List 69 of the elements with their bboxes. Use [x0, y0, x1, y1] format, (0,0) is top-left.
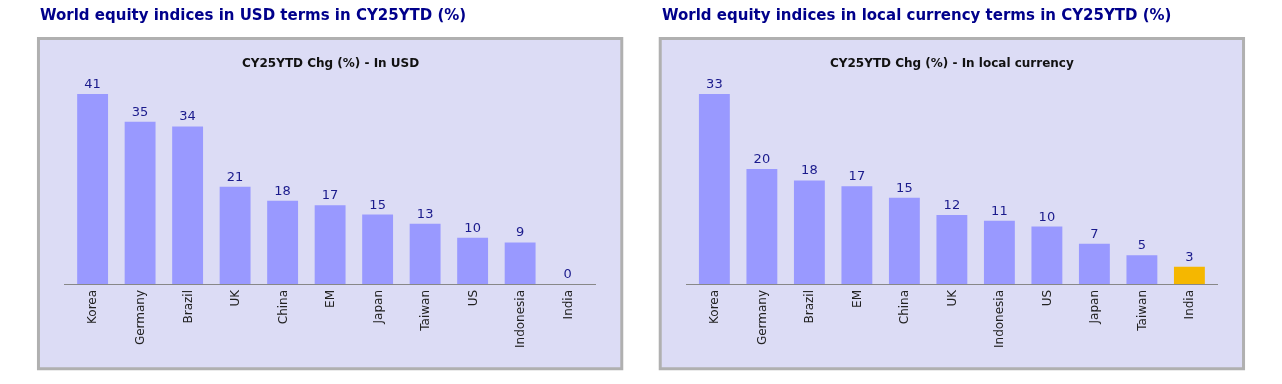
data-label: 17 — [321, 187, 339, 203]
bar — [1173, 266, 1205, 285]
x-tick-label: India — [560, 289, 575, 320]
bar — [409, 223, 441, 285]
bar — [362, 214, 394, 285]
data-label: 15 — [369, 196, 386, 212]
data-label: 9 — [515, 224, 525, 240]
bar — [124, 121, 156, 285]
x-tick-label: Indonesia — [513, 289, 528, 348]
x-tick-label: Taiwan — [418, 289, 433, 332]
chart-subtitle: CY25YTD Chg (%) - In local currency — [830, 56, 1074, 70]
x-tick-label: EM — [323, 289, 338, 308]
chart-subtitle: CY25YTD Chg (%) - In USD — [242, 56, 420, 70]
data-label: 13 — [416, 205, 434, 221]
x-tick-label: Korea — [707, 289, 722, 324]
data-label: 10 — [1038, 208, 1056, 224]
bar — [504, 242, 536, 285]
bar — [698, 93, 730, 285]
data-label: 12 — [943, 197, 961, 213]
x-tick-label: UK — [944, 288, 959, 307]
data-label: 5 — [1137, 237, 1147, 253]
bar — [1126, 255, 1158, 285]
x-tick-label: US — [1039, 289, 1054, 307]
chart-title: World equity indices in USD terms in CY25YTD (%) — [40, 6, 467, 24]
x-tick-label: Brazil — [180, 289, 195, 324]
data-label: 18 — [274, 182, 291, 198]
bar — [172, 126, 204, 285]
x-tick-label: China — [275, 289, 290, 325]
bar — [314, 205, 346, 285]
data-label: 7 — [1090, 225, 1099, 241]
x-tick-label: US — [465, 289, 480, 307]
bar — [983, 220, 1015, 285]
bar — [457, 237, 489, 285]
bar — [793, 180, 825, 285]
bar — [936, 215, 968, 285]
x-tick-label: Japan — [370, 289, 385, 325]
data-label: 20 — [753, 150, 771, 166]
x-tick-label: Germany — [133, 289, 147, 346]
data-label: 15 — [896, 179, 913, 195]
data-label: 0 — [563, 266, 572, 282]
bar — [1078, 243, 1110, 285]
bar — [219, 186, 251, 285]
data-label: 33 — [706, 75, 723, 91]
x-tick-label: Korea — [85, 289, 100, 324]
x-tick-label: Taiwan — [1134, 289, 1149, 332]
bar — [841, 186, 873, 285]
x-tick-label: UK — [228, 288, 243, 307]
x-tick-label: Brazil — [802, 289, 817, 324]
data-label: 21 — [226, 168, 244, 184]
x-tick-label: EM — [849, 289, 864, 308]
bar — [1031, 226, 1063, 285]
data-label: 11 — [991, 202, 1008, 218]
data-label: 34 — [179, 108, 196, 124]
data-label: 17 — [848, 168, 866, 184]
bar — [77, 93, 109, 285]
bar — [746, 168, 778, 285]
data-label: 35 — [131, 103, 149, 119]
data-label: 10 — [464, 219, 481, 235]
data-label: 41 — [84, 75, 101, 91]
x-tick-label: India — [1182, 289, 1197, 320]
data-label: 18 — [801, 162, 818, 178]
x-tick-label: Indonesia — [992, 289, 1007, 348]
x-tick-label: China — [897, 289, 912, 325]
bar — [267, 200, 299, 285]
bar — [888, 197, 920, 285]
x-tick-label: Japan — [1087, 289, 1102, 325]
chart-title: World equity indices in local currency terms in CY25YTD (%) — [662, 6, 1172, 24]
x-tick-label: Germany — [754, 289, 769, 346]
data-label: 3 — [1185, 248, 1194, 264]
